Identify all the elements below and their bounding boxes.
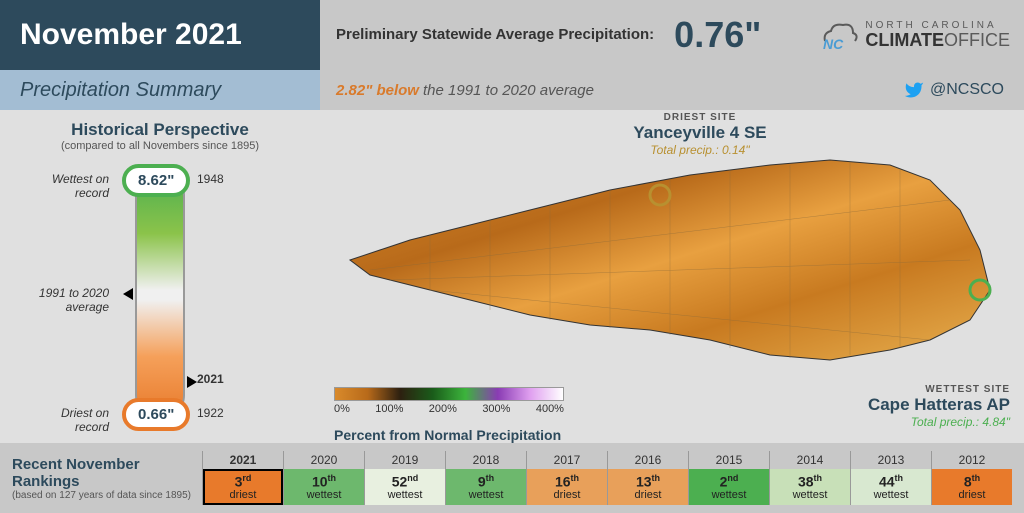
- wettest-year: 1948: [197, 172, 224, 186]
- org-logo: NC NORTH CAROLINA CLIMATEOFFICE: [784, 0, 1024, 70]
- org-rest: OFFICE: [944, 30, 1010, 50]
- rank-year: 2017: [527, 451, 607, 469]
- wettest-site-label: WETTEST SITE Cape Hatteras AP Total prec…: [868, 384, 1010, 429]
- current-pointer-right: [187, 376, 197, 388]
- legend-bar: [334, 387, 564, 401]
- rank-year: 2018: [446, 451, 526, 469]
- wettest-label: Wettest on record: [29, 172, 109, 200]
- rank-box: 9thwettest: [446, 469, 526, 505]
- rank-cell: 20213rddriest: [202, 451, 283, 505]
- hist-sub: (compared to all Novembers since 1895): [14, 140, 306, 152]
- rank-year: 2013: [851, 451, 931, 469]
- rank-year: 2015: [689, 451, 769, 469]
- rank-cell: 201344thwettest: [850, 451, 931, 505]
- rankings-footer: Recent November Rankings (based on 127 y…: [0, 443, 1024, 513]
- rank-year: 2021: [203, 451, 283, 469]
- rank-grid: 20213rddriest202010thwettest201952ndwett…: [202, 451, 1012, 505]
- legend-ticks: 0% 100% 200% 300% 400%: [334, 403, 564, 415]
- driest-pill: 0.66": [122, 398, 190, 431]
- legend-tick: 300%: [482, 403, 510, 415]
- gauge-track: [135, 170, 185, 420]
- rank-box: 16thdriest: [527, 469, 607, 505]
- hist-title: Historical Perspective: [14, 120, 306, 140]
- stat-box: Preliminary Statewide Average Precipitat…: [320, 0, 784, 70]
- map-legend: 0% 100% 200% 300% 400%: [334, 387, 564, 415]
- below-stat: 2.82" below the 1991 to 2020 average: [320, 70, 784, 110]
- rank-cell: 20189thwettest: [445, 451, 526, 505]
- rank-sub: (based on 127 years of data since 1895): [12, 490, 192, 501]
- rank-box: 10thwettest: [284, 469, 364, 505]
- below-rest: the 1991 to 2020 average: [423, 82, 594, 99]
- map-panel: DRIEST SITE Yanceyville 4 SE Total preci…: [320, 110, 1024, 443]
- rank-cell: 201716thdriest: [526, 451, 607, 505]
- cloud-nc-icon: NC: [813, 17, 859, 53]
- stat-label: Preliminary Statewide Average Precipitat…: [336, 26, 654, 44]
- rank-cell: 20152ndwettest: [688, 451, 769, 505]
- wettest-tag: WETTEST SITE: [868, 384, 1010, 395]
- rank-cell: 201952ndwettest: [364, 451, 445, 505]
- driest-year: 1922: [197, 406, 224, 420]
- rank-box: 38thwettest: [770, 469, 850, 505]
- rank-year: 2020: [284, 451, 364, 469]
- legend-tick: 400%: [536, 403, 564, 415]
- rank-cell: 201613thdriest: [607, 451, 688, 505]
- gauge: 8.62" 0.66" Wettest on record 1948 1991 …: [25, 160, 295, 430]
- current-year-label: 2021: [197, 372, 224, 386]
- svg-text:NC: NC: [823, 36, 844, 52]
- rank-title: Recent November Rankings: [12, 456, 192, 490]
- rank-box: 52ndwettest: [365, 469, 445, 505]
- legend-title: Percent from Normal Precipitation: [334, 427, 561, 443]
- org-bold: CLIMATE: [865, 30, 944, 50]
- rank-year: 2012: [932, 451, 1012, 469]
- rank-box: 44thwettest: [851, 469, 931, 505]
- nc-map: [330, 140, 1010, 390]
- wettest-precip: Total precip.: 4.84": [868, 415, 1010, 429]
- rank-year: 2014: [770, 451, 850, 469]
- legend-tick: 100%: [375, 403, 403, 415]
- rank-box: 8thdriest: [932, 469, 1012, 505]
- rank-box: 2ndwettest: [689, 469, 769, 505]
- driest-tag: DRIEST SITE: [600, 112, 800, 123]
- historical-panel: Historical Perspective (compared to all …: [0, 110, 320, 443]
- rank-year: 2019: [365, 451, 445, 469]
- avg-pointer-left: [123, 288, 133, 300]
- wettest-name: Cape Hatteras AP: [868, 395, 1010, 415]
- twitter-text: @NCSCO: [930, 81, 1004, 99]
- twitter-icon: [904, 80, 924, 100]
- page-title: November 2021: [0, 0, 320, 70]
- below-value: 2.82" below: [336, 82, 419, 99]
- rank-year: 2016: [608, 451, 688, 469]
- rank-box: 3rddriest: [203, 469, 283, 505]
- rank-cell: 202010thwettest: [283, 451, 364, 505]
- legend-tick: 0%: [334, 403, 350, 415]
- rank-cell: 201438thwettest: [769, 451, 850, 505]
- wettest-pill: 8.62": [122, 164, 190, 197]
- avg-label: 1991 to 2020 average: [29, 286, 109, 314]
- rank-box: 13thdriest: [608, 469, 688, 505]
- driest-label: Driest on record: [29, 406, 109, 434]
- subtitle: Precipitation Summary: [0, 70, 320, 110]
- stat-value: 0.76": [674, 14, 761, 56]
- legend-tick: 200%: [429, 403, 457, 415]
- rank-cell: 20128thdriest: [931, 451, 1012, 505]
- twitter-handle[interactable]: @NCSCO: [784, 70, 1024, 110]
